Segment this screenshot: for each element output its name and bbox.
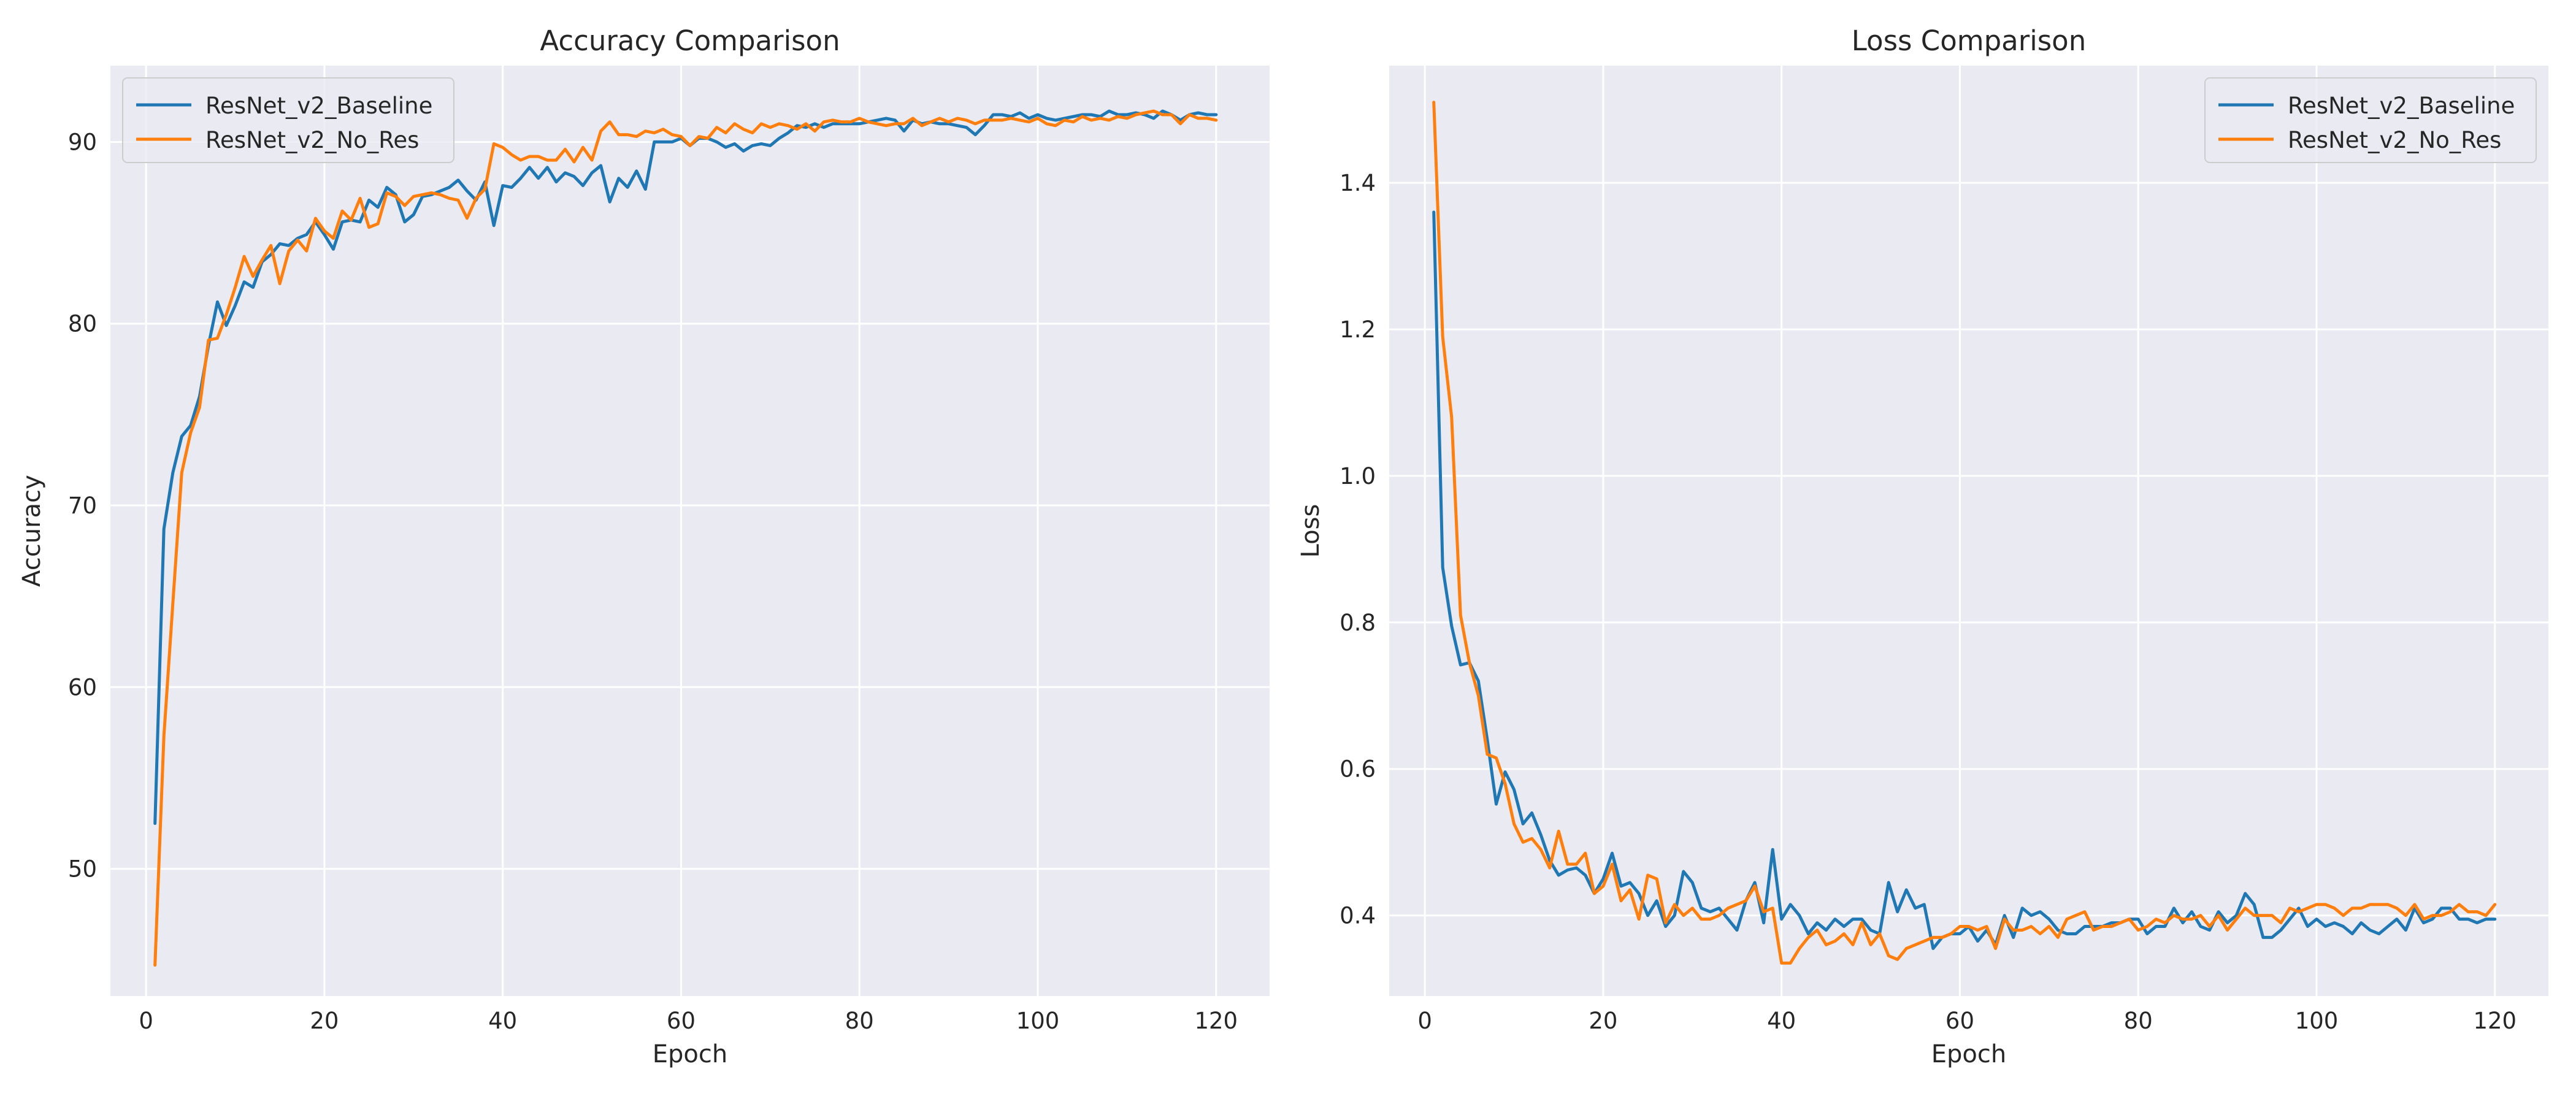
x-tick-label: 0: [1417, 1008, 1432, 1034]
chart-title: Loss Comparison: [1852, 25, 2086, 57]
legend-box: [122, 77, 454, 163]
legend: ResNet_v2_Baseline ResNet_v2_No_Res: [2204, 77, 2537, 163]
y-tick-label: 0.4: [1340, 903, 1376, 929]
x-tick-label: 120: [1194, 1008, 1238, 1034]
x-tick-label: 40: [1767, 1008, 1796, 1034]
x-tick-label: 0: [139, 1008, 153, 1034]
y-tick-label: 0.6: [1340, 756, 1376, 783]
x-axis-label: Epoch: [1931, 1040, 2006, 1068]
y-tick-label: 1.4: [1340, 170, 1376, 196]
y-tick-label: 60: [68, 674, 97, 700]
y-tick-label: 1.0: [1340, 463, 1376, 489]
chart-panel-1: 0 20 40 60 80 100 120 50 60 70 80 90 Accuracy Compar…: [18, 25, 1270, 1068]
legend-label: ResNet_v2_No_Res: [2288, 127, 2501, 153]
legend-box: [2204, 77, 2537, 163]
x-tick-label: 100: [2295, 1008, 2339, 1034]
chart-title: Accuracy Comparison: [540, 25, 840, 57]
x-tick-label: 100: [1016, 1008, 1060, 1034]
series-line-ResNet_v2_No_Res: [153, 109, 1218, 967]
legend-label: ResNet_v2_Baseline: [205, 93, 432, 119]
x-tick-label: 20: [310, 1008, 339, 1034]
plot-area: [1389, 66, 2548, 996]
x-tick-label: 120: [2473, 1008, 2517, 1034]
plot-area: [110, 66, 1270, 996]
y-tick-label: 1.2: [1340, 316, 1376, 343]
chart-panel-2: 0 20 40 60 80 100 120 0.4 0.6 0.8 1.0 1.2 1.4 Loss Co…: [1297, 25, 2548, 1068]
x-tick-label: 80: [2124, 1008, 2153, 1034]
x-axis-label: Epoch: [653, 1040, 727, 1068]
legend: ResNet_v2_Baseline ResNet_v2_No_Res: [122, 77, 454, 163]
x-tick-label: 60: [667, 1008, 696, 1034]
x-tick-label: 20: [1589, 1008, 1617, 1034]
series-line-ResNet_v2_Baseline: [1432, 210, 2497, 950]
y-tick-label: 80: [68, 311, 97, 337]
y-axis-label: Accuracy: [18, 475, 46, 587]
legend-label: ResNet_v2_Baseline: [2288, 93, 2515, 119]
series-line-ResNet_v2_No_Res: [1432, 101, 2497, 965]
legend-label: ResNet_v2_No_Res: [205, 127, 419, 153]
y-tick-label: 0.8: [1340, 610, 1376, 636]
y-tick-label: 50: [68, 856, 97, 883]
y-axis-label: Loss: [1297, 504, 1325, 558]
x-tick-label: 80: [845, 1008, 874, 1034]
x-tick-label: 40: [488, 1008, 517, 1034]
x-tick-label: 60: [1945, 1008, 1974, 1034]
y-tick-label: 90: [68, 129, 97, 155]
y-tick-label: 70: [68, 493, 97, 519]
